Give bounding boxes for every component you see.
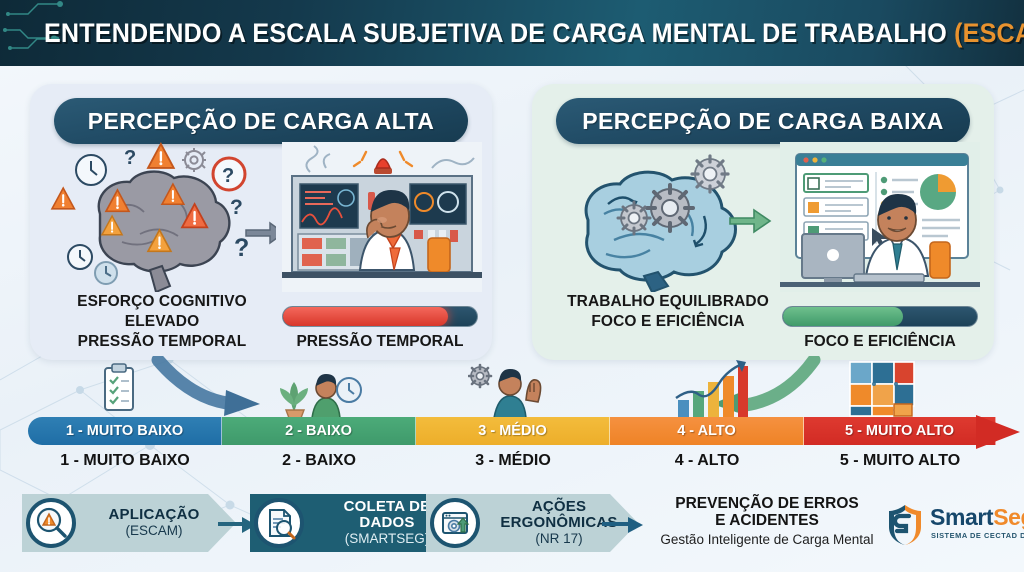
- blue-curved-arrow-icon: [151, 356, 260, 416]
- panel-high-load-heading: PERCEPÇÃO DE CARGA ALTA: [54, 98, 468, 144]
- page-title-main: ENTENDENDO A ESCALA SUBJETIVA DE CARGA M…: [44, 18, 955, 48]
- plant-person-clock-icon: [280, 374, 362, 418]
- window-gear-arrow-icon: [430, 498, 480, 548]
- focus-meter-fill: [783, 307, 904, 326]
- outcome-line-1: PREVENÇÃO DE ERROS: [675, 495, 859, 512]
- logo-word-part1: Smart: [930, 504, 994, 530]
- scale-segment-label: 5 - MUITO ALTO: [844, 423, 955, 439]
- scale-value-label-1: 1 - MUITO BAIXO: [60, 452, 190, 469]
- scale-value-label-3: 3 - MÉDIO: [475, 452, 551, 469]
- scale-segment-label: 2 - BAIXO: [285, 423, 352, 439]
- caption-line-1: TRABALHO EQUILIBRADO: [567, 293, 769, 310]
- scale-segment-4[interactable]: 4 - ALTO: [610, 417, 804, 445]
- circuit-decoration-icon: [3, 1, 63, 50]
- gear-person-hand-icon: [468, 363, 542, 418]
- flow-outcome: PREVENÇÃO DE ERROS E ACIDENTES Gestão In…: [642, 495, 892, 547]
- flow-step-aplicacao[interactable]: APLICAÇÃO (ESCAM): [22, 494, 236, 552]
- flow-step-acoes[interactable]: AÇÕES ERGONÔMICAS (NR 17): [426, 494, 638, 552]
- flow-arrow-1-icon: [218, 517, 256, 533]
- svg-text:?: ?: [124, 147, 136, 169]
- overloaded-brain-icon: ? ? ? ?: [50, 142, 276, 292]
- escam-scale-labels: 1 - MUITO BAIXO 2 - BAIXO 3 - MÉDIO 4 - ALT…: [28, 452, 996, 476]
- flow-step-coleta[interactable]: COLETA DE DADOS (SMARTSEG): [250, 494, 472, 552]
- scale-segment-1[interactable]: 1 - MUITO BAIXO: [28, 417, 222, 445]
- stressed-control-room-worker-icon: [282, 142, 482, 292]
- chevron-shape: [250, 494, 472, 552]
- chevron-shape: [426, 494, 638, 552]
- pressure-meter-label: PRESSÃO TEMPORAL: [296, 333, 464, 350]
- panel-low-load: PERCEPÇÃO DE CARGA BAIXA: [532, 84, 994, 360]
- escam-scale-bar: 1 - MUITO BAIXO 2 - BAIXO 3 - MÉDIO 4 - ALT…: [28, 415, 1020, 449]
- flow-step-2-title-line1: COLETA DE: [343, 498, 431, 515]
- panel-low-load-caption: TRABALHO EQUILIBRADO FOCO E EFICIÊNCIA: [548, 292, 788, 332]
- panel-high-load: PERCEPÇÃO DE CARGA ALTA: [30, 84, 492, 360]
- puzzle-pieces-icon: [849, 361, 915, 417]
- flow-step-2-title-line2: DADOS: [359, 514, 415, 531]
- scale-segment-3[interactable]: 3 - MÉDIO: [416, 417, 610, 445]
- flow-step-1-title: APLICAÇÃO: [108, 506, 200, 523]
- flow-arrow-3-icon: [602, 517, 643, 533]
- scale-value-label-4: 4 - ALTO: [674, 452, 740, 469]
- productive-worker-dashboard-icon: [780, 142, 980, 292]
- flow-step-3-sub: (NR 17): [535, 531, 583, 546]
- logo-wordmark: SmartSeg: [930, 504, 1024, 531]
- logo-word-part2: Seg: [993, 504, 1024, 530]
- process-flow: APLICAÇÃO (ESCAM) COLETA DE: [22, 492, 1024, 558]
- focus-meter-group: FOCO E EFICIÊNCIA: [782, 306, 982, 351]
- outcome-line-2: E ACIDENTES: [715, 512, 819, 529]
- chevron-shape: [22, 494, 236, 552]
- caption-line-1: ESFORÇO COGNITIVO ELEVADO: [77, 293, 247, 330]
- panel-low-load-heading: PERCEPÇÃO DE CARGA BAIXA: [556, 98, 970, 144]
- panel-high-load-caption: ESFORÇO COGNITIVO ELEVADO PRESSÃO TEMPOR…: [42, 292, 282, 352]
- calm-brain-with-gears-icon: [584, 154, 772, 292]
- growth-bar-chart-icon: [675, 360, 748, 418]
- magnifier-warning-icon: [26, 498, 76, 548]
- scale-segment-label: 3 - MÉDIO: [478, 423, 547, 439]
- scale-segment-label: 1 - MUITO BAIXO: [65, 423, 184, 439]
- page-header-bar: ENTENDENDO A ESCALA SUBJETIVA DE CARGA M…: [0, 0, 1024, 66]
- scale-segment-2[interactable]: 2 - BAIXO: [222, 417, 416, 445]
- scale-arrowhead-icon: [976, 415, 1020, 449]
- flow-step-1-sub: (ESCAM): [125, 523, 183, 538]
- logo-tagline: SISTEMA DE CECTAD DE CINCO: [931, 531, 1024, 540]
- document-search-icon: [254, 498, 304, 548]
- pressure-meter-fill: [283, 307, 448, 326]
- page-title-accent: (ESCAM): [954, 18, 1024, 48]
- caption-line-2: PRESSÃO TEMPORAL: [77, 333, 247, 350]
- scale-segment-label: 4 - ALTO: [677, 423, 736, 439]
- clipboard-check-icon: [104, 363, 134, 411]
- scale-segment-5[interactable]: 5 - MUITO ALTO: [804, 417, 996, 445]
- svg-text:?: ?: [230, 196, 243, 219]
- shield-logo-icon: [889, 505, 921, 545]
- outcome-subtitle: Gestão Inteligente de Carga Mental: [660, 532, 874, 547]
- pressure-meter: [282, 306, 478, 327]
- smartseg-logo[interactable]: SmartSeg SISTEMA DE CECTAD DE CINCO: [884, 500, 1024, 550]
- svg-text:?: ?: [222, 165, 234, 187]
- pressure-meter-group: PRESSÃO TEMPORAL: [282, 306, 482, 351]
- page-title: ENTENDENDO A ESCALA SUBJETIVA DE CARGA M…: [44, 0, 1024, 66]
- scale-value-label-2: 2 - BAIXO: [282, 452, 356, 469]
- flow-step-3-title-line1: AÇÕES: [531, 498, 587, 515]
- focus-meter-label: FOCO E EFICIÊNCIA: [804, 333, 956, 350]
- focus-meter: [782, 306, 978, 327]
- scale-value-label-5: 5 - MUITO ALTO: [839, 452, 961, 469]
- flow-step-3-title-line2: ERGONÔMICAS: [500, 514, 618, 531]
- svg-text:?: ?: [234, 234, 249, 262]
- flow-step-2-sub: (SMARTSEG): [344, 531, 430, 546]
- caption-line-2: FOCO E EFICIÊNCIA: [591, 313, 745, 330]
